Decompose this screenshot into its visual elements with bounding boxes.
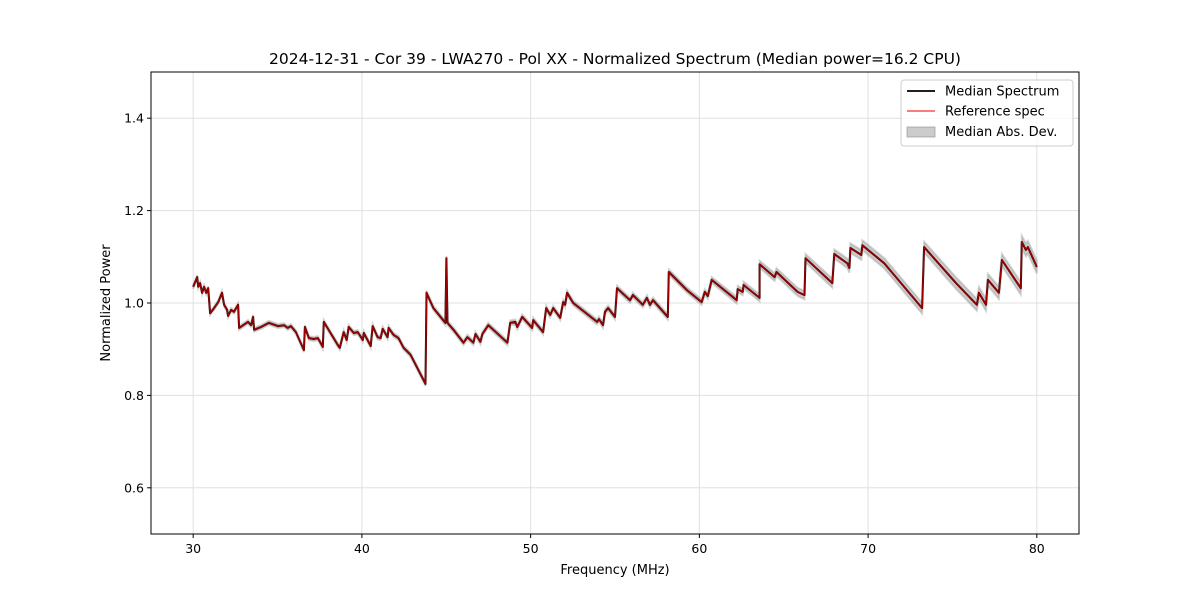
x-tick-label: 40 xyxy=(354,541,370,556)
x-axis-label: Frequency (MHz) xyxy=(560,563,669,578)
reference-spec-line xyxy=(192,241,1038,385)
y-tick-label: 0.6 xyxy=(124,480,144,495)
y-tick-label: 1.4 xyxy=(124,111,144,126)
x-tick-label: 60 xyxy=(691,541,707,556)
y-tick-label: 1.0 xyxy=(124,296,144,311)
legend-label-mad: Median Abs. Dev. xyxy=(945,125,1057,140)
x-tick-label: 70 xyxy=(860,541,876,556)
y-tick-label: 1.2 xyxy=(124,203,144,218)
y-tick-label: 0.8 xyxy=(124,388,144,403)
legend-frame xyxy=(900,79,1074,147)
plot-area xyxy=(192,231,1038,387)
legend: Median Spectrum Reference spec Median Ab… xyxy=(900,79,1074,147)
ticks: 30 40 50 60 70 80 0.6 0.8 1.0 1.2 1.4 xyxy=(124,111,1045,556)
legend-label-median: Median Spectrum xyxy=(945,85,1059,100)
y-axis-label: Normalized Power xyxy=(99,244,114,362)
chart-title: 2024-12-31 - Cor 39 - LWA270 - Pol XX - … xyxy=(269,50,961,68)
legend-label-reference: Reference spec xyxy=(945,105,1045,120)
x-tick-label: 50 xyxy=(523,541,539,556)
x-tick-label: 30 xyxy=(185,541,201,556)
legend-swatch-mad xyxy=(906,126,936,138)
x-tick-label: 80 xyxy=(1029,541,1045,556)
